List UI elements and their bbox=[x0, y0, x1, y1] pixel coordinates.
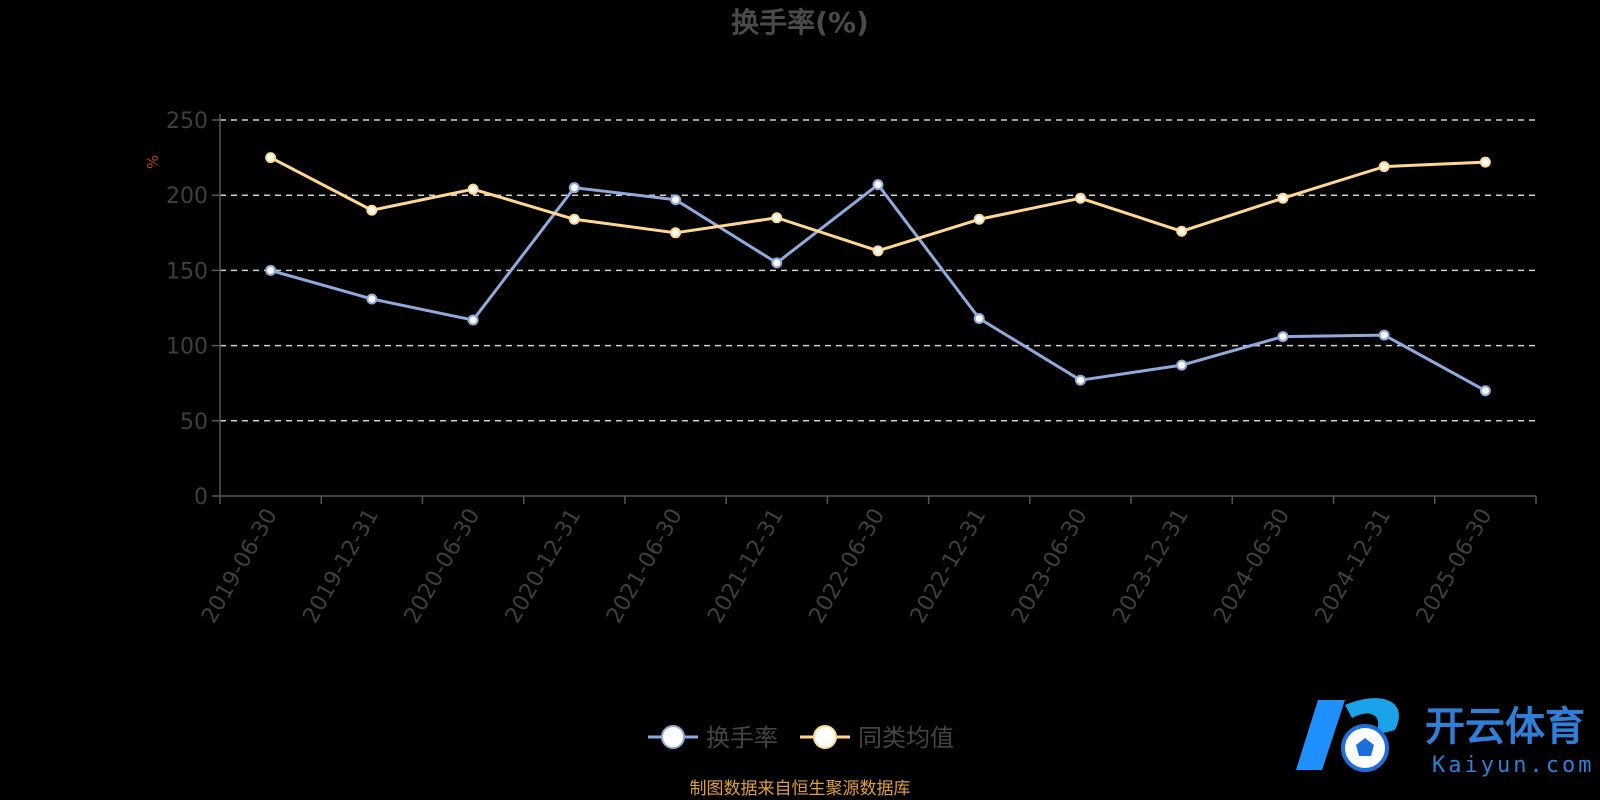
x-tick-label: 2022-12-31 bbox=[906, 504, 992, 627]
series-0-point bbox=[1074, 374, 1086, 386]
series-0-point bbox=[1378, 329, 1390, 341]
series-1-point bbox=[1378, 161, 1390, 173]
x-tick-label: 2021-12-31 bbox=[703, 505, 789, 628]
x-tick-label: 2025-06-30 bbox=[1412, 505, 1498, 628]
series-1-point bbox=[1176, 225, 1188, 237]
legend-label-0: 换手率 bbox=[706, 724, 778, 752]
chart-title: 换手率(%) bbox=[731, 6, 869, 39]
x-tick-label: 2020-06-30 bbox=[400, 504, 486, 627]
watermark: 开云体育 Kaiyun.com bbox=[1296, 698, 1594, 778]
series-0-point bbox=[568, 182, 580, 194]
y-tick-label: 50 bbox=[180, 410, 208, 435]
series-1-point bbox=[670, 227, 682, 239]
series-1-point bbox=[1479, 156, 1491, 168]
kaiyun-logo-icon bbox=[1296, 698, 1399, 772]
series-0-point bbox=[1277, 331, 1289, 343]
y-tick-label: 250 bbox=[166, 109, 208, 134]
source-note: 制图数据来自恒生聚源数据库 bbox=[690, 779, 911, 799]
x-tick-label: 2021-06-30 bbox=[602, 505, 688, 628]
series-1-point bbox=[771, 212, 783, 224]
series-0-point bbox=[670, 194, 682, 206]
series-line-1 bbox=[269, 156, 1486, 253]
series-1-point bbox=[467, 183, 479, 195]
x-tick-labels: 2019-06-30 2019-12-31 2020-06-30 2020-12-31… bbox=[197, 504, 1497, 627]
legend[interactable]: 换手率 同类均值 bbox=[648, 724, 954, 752]
legend-marker-0 bbox=[661, 725, 685, 749]
axes bbox=[212, 114, 1537, 504]
series-0-point bbox=[1176, 359, 1188, 371]
y-tick-label: 0 bbox=[194, 485, 208, 510]
series-1-point bbox=[366, 204, 378, 216]
series-1-point bbox=[872, 245, 884, 257]
series-0-point bbox=[1479, 385, 1491, 397]
x-tick-label: 2023-12-31 bbox=[1108, 505, 1194, 628]
series-lines bbox=[265, 152, 1491, 397]
series-0-point bbox=[771, 257, 783, 269]
series-0-point bbox=[366, 293, 378, 305]
x-tick-label: 2024-06-30 bbox=[1209, 505, 1295, 628]
watermark-en: Kaiyun.com bbox=[1432, 753, 1594, 778]
series-1-point bbox=[1277, 192, 1289, 204]
y-tick-label: 200 bbox=[166, 184, 208, 209]
watermark-cn: 开云体育 bbox=[1425, 704, 1585, 750]
series-0-point bbox=[467, 314, 479, 326]
x-tick-label: 2019-06-30 bbox=[197, 505, 283, 628]
series-1-point bbox=[265, 152, 277, 164]
series-0-point bbox=[973, 313, 985, 325]
grid-lines bbox=[220, 119, 1536, 422]
y-tick-label: 150 bbox=[166, 259, 208, 284]
legend-label-1: 同类均值 bbox=[858, 724, 954, 752]
legend-marker-1 bbox=[813, 725, 837, 749]
series-1-point bbox=[973, 213, 985, 225]
series-0-point bbox=[872, 179, 884, 191]
series-line-0 bbox=[270, 183, 1487, 393]
x-tick-label: 2020-12-31 bbox=[501, 505, 587, 628]
series-1-point bbox=[568, 213, 580, 225]
y-tick-labels: 0 50 100 150 200 250 bbox=[166, 109, 208, 510]
series-0-point bbox=[265, 264, 277, 276]
x-tick-label: 2023-06-30 bbox=[1007, 505, 1093, 628]
x-tick-label: 2022-06-30 bbox=[805, 505, 891, 628]
x-tick-label: 2019-12-31 bbox=[298, 505, 384, 628]
x-tick-label: 2024-12-31 bbox=[1311, 505, 1397, 628]
series-1-point bbox=[1074, 192, 1086, 204]
y-axis-unit: % bbox=[144, 155, 162, 169]
y-tick-label: 100 bbox=[166, 335, 208, 360]
